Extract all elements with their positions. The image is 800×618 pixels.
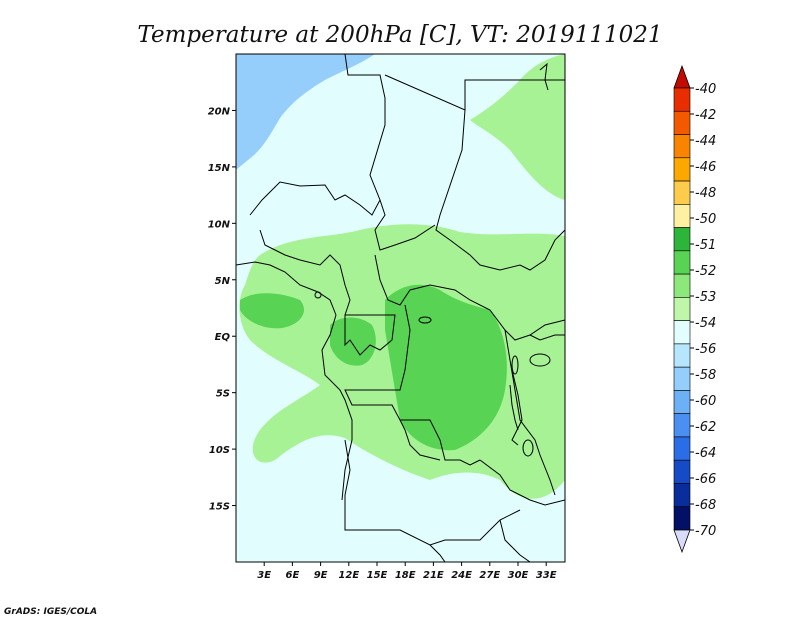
colorbar-label: -51 [695,238,716,253]
colorbar-swatch [673,227,691,252]
map-frame [235,53,566,563]
colorbar-label: -70 [695,524,716,539]
x-tick-label: 18E [395,570,416,581]
x-tick-label: 12E [338,570,359,581]
colorbar-swatch [673,506,691,531]
colorbar: -40 -42 -44 -46 -48 -50 -51 -52 -53 -54 -56 -58 -60 -… [673,64,716,554]
y-tick-label: 10S [209,445,230,456]
colorbar-label: -54 [695,316,716,331]
colorbar-swatch [673,436,691,461]
y-tick-label: EQ [215,332,231,343]
x-tick-label: 15E [367,570,388,581]
colorbar-label: -62 [695,420,716,435]
region-warm-northeast [470,54,565,200]
chart-title: Temperature at 200hPa [C], VT: 201911102… [137,22,662,48]
x-tick-label: 21E [423,570,444,581]
x-tick-label: 24E [451,570,472,581]
colorbar-swatch [673,157,691,182]
colorbar-label: -60 [695,394,716,409]
colorbar-label: -50 [695,212,716,227]
colorbar-swatch [673,273,691,298]
y-tick-label: 5N [215,276,231,287]
colorbar-swatch [673,87,691,112]
colorbar-swatch [673,343,691,368]
x-tick-label: 3E [257,570,271,581]
colorbar-label: -56 [695,342,716,357]
colorbar-swatch [673,459,691,484]
colorbar-swatch [673,390,691,414]
colorbar-label: -52 [695,264,716,279]
map-area [236,54,565,562]
colorbar-swatch [673,297,691,321]
colorbar-label: -58 [695,368,716,383]
colorbar-swatch [673,134,691,159]
colorbar-label: -66 [695,472,716,487]
colorbar-swatch [673,250,691,275]
region-north-cold [236,54,375,170]
colorbar-label: -68 [695,498,716,513]
colorbar-label: -46 [695,160,716,175]
x-tick-label: 27E [479,570,500,581]
x-axis: 3E 6E 9E 12E 15E 18E 21E 24E 27E 30E 33E [257,562,557,581]
y-axis: 20N 15N 10N 5N EQ 5S 10S 15S [208,106,236,513]
region-warm-patch [500,253,558,299]
colorbar-label: -42 [695,108,716,123]
colorbar-swatch [673,204,691,228]
x-tick-label: 33E [536,570,557,581]
colorbar-swatch [673,366,691,391]
region-core-coast [240,293,304,329]
x-tick-label: 30E [508,570,529,581]
lakes [314,291,551,457]
region-core-west [330,317,376,366]
credit-label: GrADS: IGES/COLA [4,607,97,617]
colorbar-swatch [673,483,691,508]
region-core [385,284,507,451]
y-tick-label: 10N [208,219,231,230]
colorbar-bottom-arrow [673,529,691,554]
y-tick-label: 15S [209,502,230,513]
colorbar-swatch [673,110,691,135]
country-borders [236,54,565,562]
colorbar-swatch [673,320,691,345]
colorbar-label: -40 [695,82,716,97]
x-tick-label: 6E [286,570,300,581]
colorbar-top-arrow [673,64,691,89]
colorbar-label: -44 [695,134,716,149]
colorbar-label: -48 [695,186,716,201]
colorbar-label: -53 [695,290,716,305]
colorbar-label: -64 [695,446,716,461]
colorbar-swatch [673,413,691,438]
colorbar-swatch [673,180,691,205]
x-tick-label: 9E [314,570,328,581]
y-tick-label: 15N [208,163,231,174]
y-tick-label: 5S [216,389,230,400]
y-tick-label: 20N [208,106,231,117]
